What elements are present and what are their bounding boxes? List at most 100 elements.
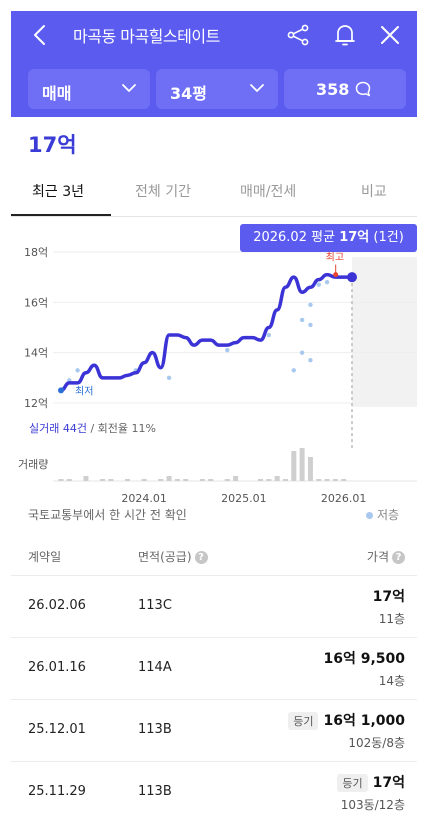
scatter-point [308, 322, 313, 328]
deals-count: 실거래 44건 [29, 422, 90, 435]
series-line [59, 272, 354, 393]
volume-label: 거래량 [18, 458, 48, 471]
low-marker [58, 387, 64, 394]
volume-bar [100, 479, 106, 481]
volume-bar [299, 448, 305, 481]
volume-bar [274, 476, 280, 481]
bell-icon[interactable] [333, 22, 357, 48]
row-floor: 11층 [378, 612, 405, 626]
table-row[interactable]: 25.12.01 113B 등기 16억 1,000 102동/8층 [11, 700, 417, 762]
future-region [352, 257, 417, 407]
high-label: 최고 [326, 252, 344, 264]
app-frame: 마곡동 마곡힐스테이트 매매 34평 358 [11, 11, 417, 815]
high-marker [333, 272, 339, 278]
current-point [347, 272, 357, 283]
row-price-value: 17억 [372, 589, 405, 605]
legend-low-floor: 저층 [366, 506, 399, 523]
low-label: 최저 [75, 385, 93, 397]
row-date: 25.11.29 [28, 784, 86, 799]
scatter-point [225, 347, 230, 353]
volume-bar [324, 479, 330, 481]
row-price-value: 16억 1,000 [323, 713, 405, 729]
row-area: 113B [138, 784, 172, 799]
volume-bar [58, 479, 64, 481]
volume-bar [291, 451, 297, 481]
header-area: 면적(공급)? [138, 548, 208, 565]
chevron-left-icon[interactable] [29, 23, 51, 47]
tab-recent-3y[interactable]: 최근 3년 [32, 184, 84, 200]
turnover-rate: / 회전율 11% [90, 422, 156, 435]
page-title: 마곡동 마곡힐스테이트 [73, 27, 220, 46]
share-icon[interactable] [286, 23, 310, 47]
volume-bar [199, 479, 205, 481]
size-dropdown[interactable]: 34평 [156, 69, 278, 109]
chevron-down-icon [250, 84, 264, 92]
header-date: 계약일 [28, 550, 62, 564]
size-label: 34평 [170, 84, 207, 103]
volume-bar [108, 479, 114, 481]
row-price: 17억 [373, 586, 405, 606]
row-date: 26.02.06 [28, 598, 86, 613]
volume-bar [258, 479, 264, 481]
row-date: 26.01.16 [28, 660, 86, 675]
row-area: 113B [138, 722, 172, 737]
volume-bar [307, 457, 313, 481]
registered-badge: 등기 [288, 712, 319, 730]
table-row[interactable]: 26.02.06 113C 17억 11층 [11, 576, 417, 638]
registered-badge: 등기 [337, 774, 368, 792]
scatter-point [299, 350, 305, 355]
row-area: 114A [138, 660, 172, 675]
table-row[interactable]: 25.11.29 113B 등기 17억 103동/12층 [11, 762, 417, 815]
row-floor: 14층 [378, 674, 405, 688]
scatter-point [291, 368, 296, 373]
volume-bar [158, 479, 164, 481]
header-price: 가격? [367, 548, 405, 565]
volume-bar [66, 479, 72, 481]
x-tick-label: 2026.01 [321, 492, 367, 505]
volume-bar [183, 479, 189, 481]
scatter-point [324, 280, 330, 285]
help-icon[interactable]: ? [194, 551, 208, 564]
low-floor-dot-icon [366, 512, 373, 519]
scatter-point [166, 375, 172, 381]
x-tick-label: 2024.01 [121, 492, 167, 505]
tab-all-period[interactable]: 전체 기간 [135, 184, 191, 200]
scatter-point [75, 368, 80, 373]
tooltip-month: 2026.02 [253, 230, 307, 245]
scatter-point [308, 358, 313, 363]
row-price: 등기 17억 [337, 772, 405, 792]
table-row[interactable]: 26.01.16 114A 16억 9,500 14층 [11, 638, 417, 700]
row-price-value: 17억 [372, 775, 405, 791]
volume-bar [208, 479, 214, 481]
volume-bar [166, 476, 172, 481]
scatter-point [266, 332, 272, 338]
tooltip-count: (1건) [373, 230, 404, 245]
volume-bar [125, 479, 131, 481]
x-tick-label: 2025.01 [221, 492, 267, 505]
header-area-label: 면적(공급) [138, 550, 192, 564]
volume-bar [141, 479, 147, 481]
help-icon[interactable]: ? [392, 551, 405, 564]
chat-button[interactable]: 358 [284, 69, 406, 109]
row-floor: 102동/8층 [348, 736, 405, 750]
source-note: 국토교통부에서 한 시간 전 확인 [28, 508, 187, 522]
scatter-point [316, 282, 321, 287]
trade-type-label: 매매 [42, 84, 72, 103]
volume-bar [266, 479, 272, 481]
tab-trade-lease[interactable]: 매매/전세 [240, 184, 297, 200]
active-tab-indicator [11, 214, 111, 216]
volume-bar [282, 479, 288, 481]
row-price-value: 16억 9,500 [323, 651, 405, 667]
trade-type-dropdown[interactable]: 매매 [28, 69, 150, 109]
volume-bar [316, 479, 322, 481]
current-price: 17억 [28, 133, 77, 157]
tooltip-label: 평균 [311, 230, 336, 245]
close-icon[interactable] [379, 24, 401, 46]
volume-bar [233, 476, 239, 481]
row-date: 25.12.01 [28, 722, 86, 737]
tab-compare[interactable]: 비교 [361, 184, 387, 200]
chart-tooltip: 2026.02 평균 17억 (1건) [240, 224, 417, 252]
y-tick-label: 14억 [24, 347, 48, 360]
row-area: 113C [138, 598, 172, 613]
